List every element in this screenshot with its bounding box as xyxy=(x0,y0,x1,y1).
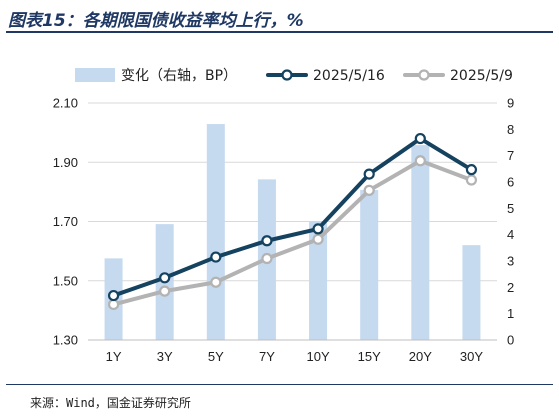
marker-2025-5-9 xyxy=(414,155,426,167)
x-tick-label: 5Y xyxy=(208,349,224,364)
marker-2025-5-9 xyxy=(363,184,375,196)
y-left-tick-label: 1.90 xyxy=(53,155,78,170)
title-divider xyxy=(6,31,553,33)
legend-label-2025-5-16: 2025/5/16 xyxy=(313,68,385,84)
marker-2025-5-9 xyxy=(465,174,478,186)
marker-2025-5-9 xyxy=(107,298,120,311)
y-right-tick-label: 6 xyxy=(507,175,514,190)
x-tick-label: 7Y xyxy=(259,349,275,364)
y-right-tick-label: 4 xyxy=(507,227,514,242)
marker-2025-5-16 xyxy=(210,251,222,263)
grid-lines xyxy=(88,102,497,282)
y-left-tick-label: 2.10 xyxy=(53,96,78,111)
series-line-2025-5-16 xyxy=(111,136,474,298)
change-bar xyxy=(360,189,379,340)
marker-2025-5-9 xyxy=(261,252,273,265)
yield-lines xyxy=(107,132,478,311)
legend-marker-2025-5-16 xyxy=(281,69,293,81)
x-tick-label: 15Y xyxy=(358,349,381,364)
marker-2025-5-9 xyxy=(159,285,171,297)
x-tick-label: 3Y xyxy=(157,349,173,364)
legend-label-bar: 变化（右轴，BP） xyxy=(121,68,237,84)
marker-2025-5-16 xyxy=(414,132,426,145)
y-right-tick-label: 5 xyxy=(507,201,514,216)
marker-2025-5-16 xyxy=(159,272,171,284)
x-tick-label: 30Y xyxy=(460,349,483,364)
marker-2025-5-16 xyxy=(363,168,375,180)
change-bar xyxy=(411,145,430,340)
marker-2025-5-16 xyxy=(107,289,120,302)
figure-title: 图表15：各期限国债收益率均上行，% xyxy=(8,11,304,31)
y-right-tick-label: 3 xyxy=(507,254,514,269)
y-right-tick-label: 9 xyxy=(507,96,514,111)
legend: 变化（右轴，BP） 2025/5/16 2025/5/9 xyxy=(75,68,513,84)
legend-swatch-bar xyxy=(75,68,115,82)
marker-2025-5-16 xyxy=(261,235,273,247)
y-right-tick-label: 2 xyxy=(507,280,514,295)
series-line-2025-5-9 xyxy=(111,158,474,307)
marker-2025-5-16 xyxy=(312,223,324,235)
change-bars xyxy=(104,124,481,340)
y-right-tick-label: 7 xyxy=(507,148,514,163)
x-tick-label: 1Y xyxy=(106,349,122,364)
change-bar xyxy=(309,221,328,340)
change-bar xyxy=(206,124,225,340)
footer-divider xyxy=(6,384,553,385)
change-bar xyxy=(462,245,481,340)
x-tick-label: 10Y xyxy=(306,349,329,364)
marker-2025-5-16 xyxy=(465,164,478,176)
marker-2025-5-9 xyxy=(210,276,222,288)
y-left-tick-label: 1.50 xyxy=(53,273,78,288)
y-left-tick-label: 1.30 xyxy=(53,333,78,348)
y-right-tick-label: 0 xyxy=(507,333,514,348)
tick-labels: 1.30 1.50 1.70 1.90 2.10 0 1 2 3 4 5 6 7 8 9 1Y 3Y 5Y 7Y 10… xyxy=(53,96,515,365)
legend-marker-2025-5-9 xyxy=(418,69,430,81)
source-note: 来源：Wind，国金证券研究所 xyxy=(30,396,191,410)
y-right-tick-label: 1 xyxy=(507,306,514,321)
y-right-tick-label: 8 xyxy=(507,122,514,137)
y-left-tick-label: 1.70 xyxy=(53,214,78,229)
x-tick-label: 20Y xyxy=(409,349,432,364)
legend-label-2025-5-9: 2025/5/9 xyxy=(450,68,513,84)
marker-2025-5-9 xyxy=(312,233,324,245)
